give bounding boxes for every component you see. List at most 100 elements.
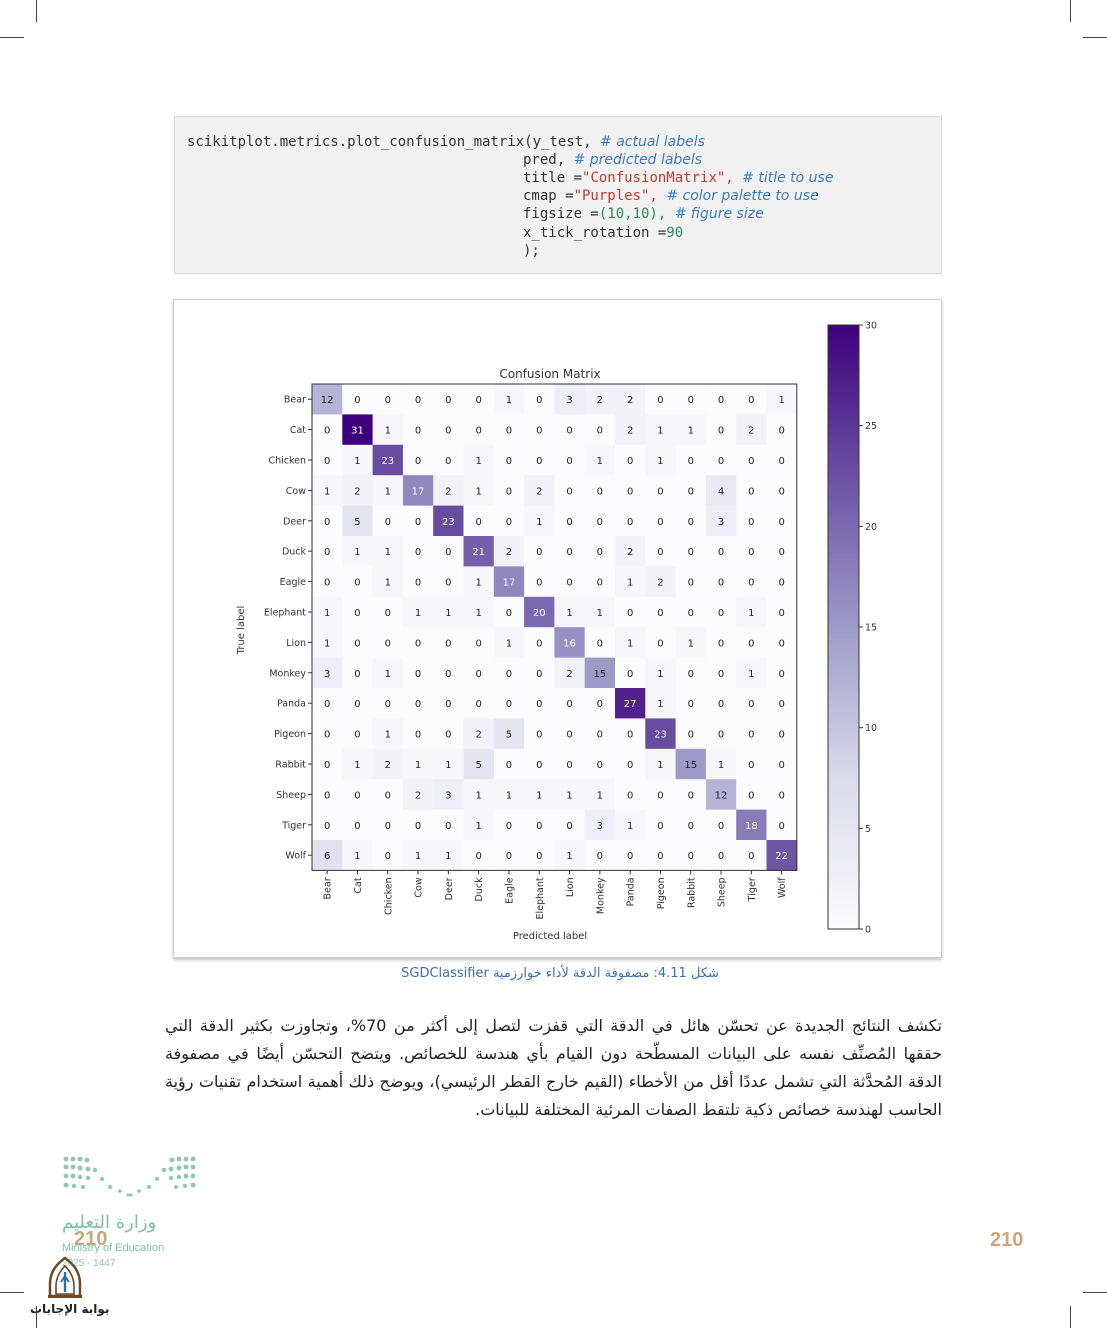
matrix-cell [736, 566, 767, 598]
matrix-cell [402, 505, 434, 537]
cell-value-label: 0 [688, 608, 694, 619]
y-tick-label: Chicken [268, 456, 306, 467]
matrix-cell [433, 779, 464, 810]
matrix-cell [736, 384, 767, 415]
cell-value-label: 0 [415, 699, 421, 710]
matrix-cell [372, 536, 404, 567]
matrix-cell [615, 627, 646, 658]
cell-value-label: 4 [718, 486, 724, 497]
ministry-year: 2025 - 1447 [62, 1258, 116, 1269]
matrix-cell [372, 688, 404, 719]
matrix-cell [402, 779, 434, 810]
matrix-cell [675, 596, 707, 628]
cell-value-label: 0 [718, 547, 724, 558]
matrix-cell [705, 566, 737, 598]
cell-value-label: 0 [597, 547, 603, 558]
cell-value-label: 0 [657, 790, 663, 801]
cell-value-label: 3 [324, 669, 330, 680]
cell-value-label: 0 [748, 456, 754, 467]
matrix-cell [433, 384, 464, 415]
matrix-cell [342, 809, 373, 841]
matrix-cell [372, 505, 404, 537]
cell-value-label: 0 [657, 638, 663, 649]
matrix-cell [402, 384, 434, 415]
cell-value-label: 0 [566, 547, 572, 558]
matrix-cell [736, 718, 767, 750]
cell-value-label: 1 [506, 790, 512, 801]
y-tick-label: Panda [277, 699, 306, 710]
matrix-cell [736, 444, 767, 476]
matrix-cell [524, 779, 555, 810]
cell-value-label: 1 [506, 395, 512, 406]
cell-value-label: 1 [536, 517, 542, 528]
matrix-cell [493, 718, 525, 750]
cell-value-label: 0 [627, 608, 633, 619]
cell-value-label: 0 [536, 699, 542, 710]
cell-value-label: 1 [688, 638, 694, 649]
cell-value-label: 0 [657, 517, 663, 528]
cell-value-label: 0 [475, 669, 481, 680]
cell-value-label: 1 [566, 608, 572, 619]
matrix-cell [433, 414, 464, 446]
matrix-cell [584, 414, 616, 446]
cell-value-label: 1 [475, 578, 481, 589]
matrix-cell [645, 809, 676, 841]
cell-value-label: 0 [657, 608, 663, 619]
cell-value-label: 0 [385, 517, 391, 528]
cell-value-label: 0 [688, 486, 694, 497]
cell-value-label: 12 [321, 395, 334, 406]
cell-value-label: 0 [445, 638, 451, 649]
cell-value-label: 17 [412, 486, 425, 497]
cell-value-label: 1 [627, 578, 633, 589]
matrix-cell [554, 657, 586, 689]
cell-value-label: 0 [688, 851, 694, 862]
matrix-cell [705, 414, 737, 446]
cell-value-label: 1 [385, 578, 391, 589]
y-tick-label: Duck [282, 547, 307, 558]
matrix-cell [342, 444, 373, 476]
matrix-cell [766, 596, 798, 628]
cell-value-label: 0 [324, 760, 330, 771]
cell-value-label: 0 [627, 760, 633, 771]
cell-value-label: 0 [324, 699, 330, 710]
matrix-cell [645, 505, 676, 537]
matrix-cell [524, 414, 555, 446]
crop-mark [1083, 1292, 1107, 1293]
y-tick-label: Eagle [280, 577, 306, 588]
matrix-cell [524, 505, 555, 537]
matrix-cell [524, 809, 555, 841]
matrix-cell [463, 779, 495, 810]
cell-value-label: 0 [597, 426, 603, 437]
matrix-cell [615, 596, 646, 628]
code-line: figsize =(10,10), # figure size [523, 206, 764, 222]
cell-value-label: 1 [385, 426, 391, 437]
matrix-cell [645, 840, 676, 871]
matrix-cell [493, 627, 525, 658]
ministry-name-arabic: وزارة التعليم [62, 1212, 157, 1233]
matrix-cell [372, 840, 404, 871]
cell-value-label: 0 [354, 578, 360, 589]
colorbar-tick-label: 0 [865, 925, 871, 936]
matrix-cell [584, 536, 616, 567]
crop-mark [1070, 0, 1071, 22]
cell-value-label: 1 [385, 547, 391, 558]
y-tick-label: Bear [284, 395, 306, 406]
ministry-name-english: Ministry of Education [62, 1242, 165, 1254]
matrix-cell [705, 718, 737, 750]
matrix-cell [493, 444, 525, 476]
matrix-cell [493, 505, 525, 537]
portal-label: بوابة الإجابات [30, 1302, 110, 1316]
y-tick-label: Sheep [276, 790, 306, 801]
cell-value-label: 0 [597, 517, 603, 528]
matrix-cell [493, 475, 525, 506]
matrix-cell [554, 596, 586, 628]
x-tick-label: Cow [414, 877, 425, 897]
cell-value-label: 0 [748, 730, 754, 741]
matrix-cell [705, 809, 737, 841]
x-tick-label: Bear [323, 877, 334, 899]
cell-value-label: 0 [778, 669, 784, 680]
code-line: scikitplot.metrics.plot_confusion_matrix… [187, 134, 705, 150]
code-block: scikitplot.metrics.plot_confusion_matrix… [174, 116, 942, 274]
matrix-cell [645, 475, 676, 506]
cell-value-label: 15 [593, 669, 606, 680]
